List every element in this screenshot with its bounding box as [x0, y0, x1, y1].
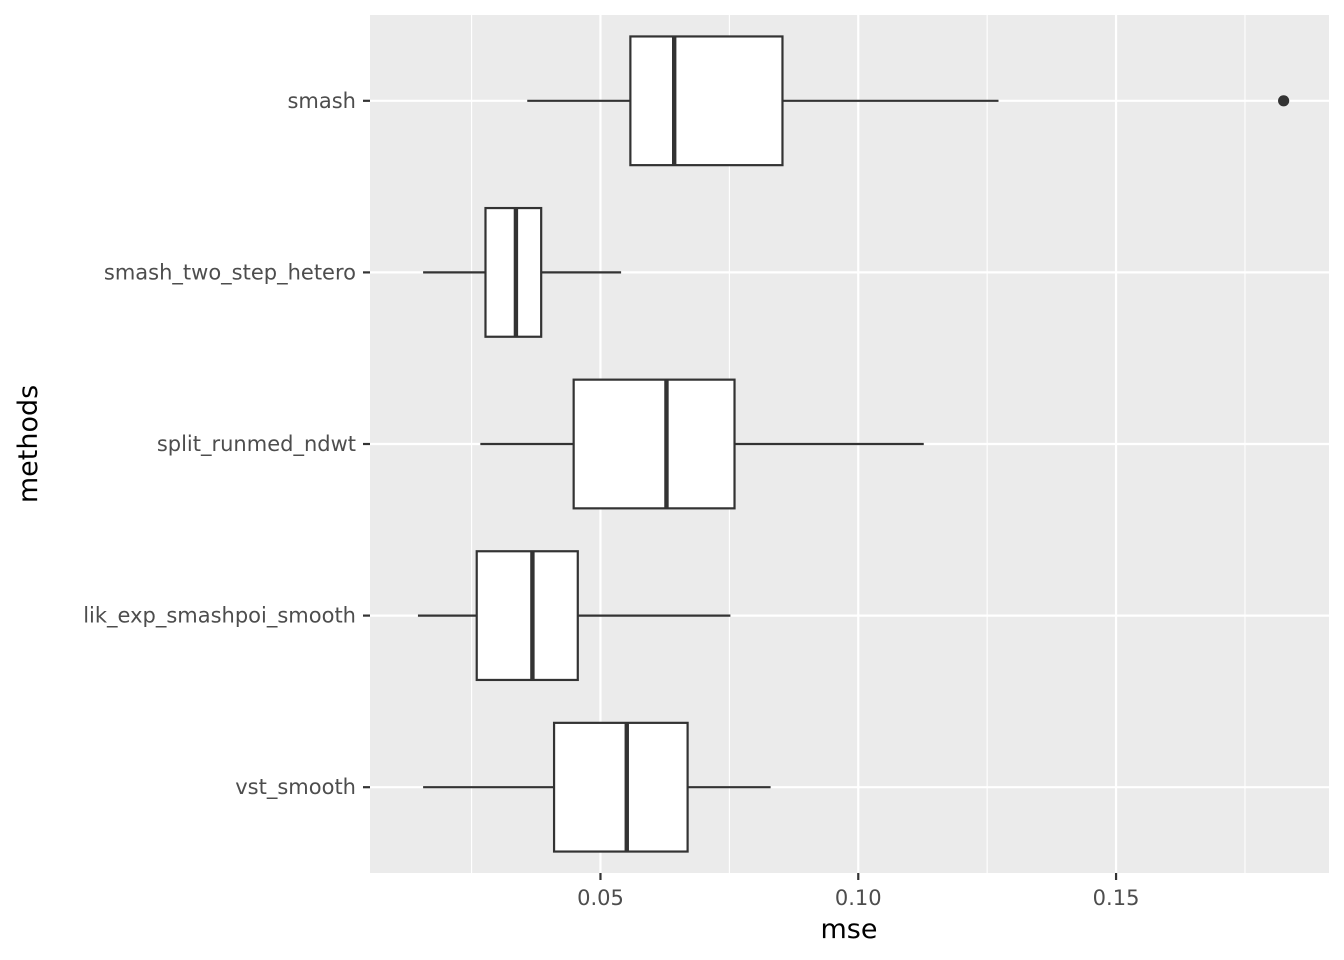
y-tick-label: smash [287, 89, 356, 113]
x-tick-label: 0.05 [577, 886, 624, 910]
box-vst-smooth [423, 721, 771, 853]
y-tick-label: vst_smooth [235, 775, 356, 800]
iqr-box [629, 35, 784, 167]
x-tick-label: 0.15 [1093, 886, 1140, 910]
iqr-box [552, 721, 689, 853]
outlier-point [1278, 95, 1290, 107]
iqr-box [572, 378, 736, 510]
iqr-box [475, 550, 579, 682]
box-smash [527, 35, 1290, 167]
x-axis: 0.05 0.10 0.15 [577, 873, 1139, 910]
box-split-runmed-ndwt [480, 378, 924, 510]
x-axis-title: mse [821, 914, 878, 945]
y-tick-label: lik_exp_smashpoi_smooth [83, 604, 356, 629]
y-tick-label: smash_two_step_hetero [104, 260, 356, 285]
x-tick-label: 0.10 [835, 886, 882, 910]
box-lik-exp-smashpoi-smooth [417, 550, 731, 682]
y-tick-label: split_runmed_ndwt [157, 432, 356, 457]
y-axis: smash smash_two_step_hetero split_runmed_n… [83, 89, 370, 800]
boxes [417, 35, 1290, 853]
iqr-box [484, 206, 543, 338]
box-smash-two-step-hetero [423, 206, 622, 338]
y-axis-title: methods [13, 385, 44, 503]
